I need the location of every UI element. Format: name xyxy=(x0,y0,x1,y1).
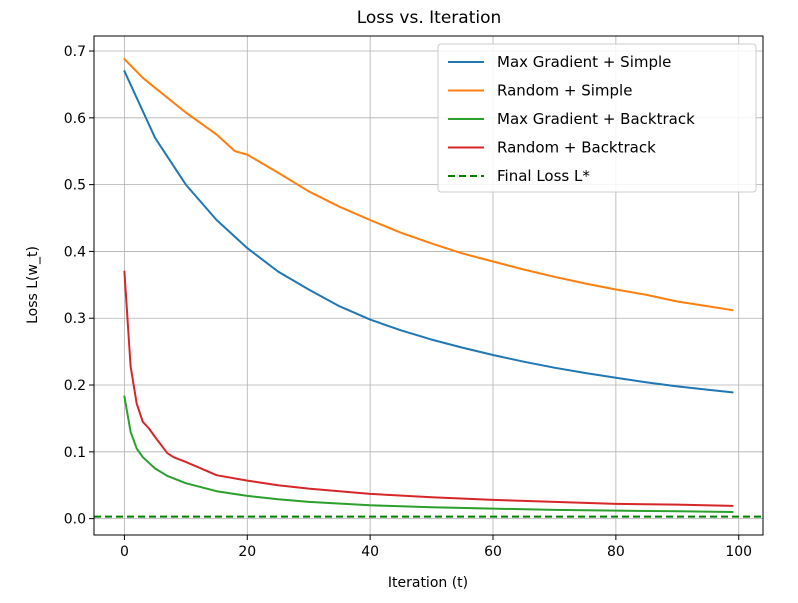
chart-title: Loss vs. Iteration xyxy=(357,8,502,28)
legend-label: Random + Simple xyxy=(497,82,632,100)
y-tick-label: 0.7 xyxy=(64,44,86,60)
y-tick-label: 0.0 xyxy=(64,512,86,528)
series-line-1 xyxy=(123,70,734,394)
y-axis: 0.0 0.1 0.2 0.3 0.4 0.5 0.6 0.7 xyxy=(64,44,94,528)
y-axis-label: Loss L(w_t) xyxy=(25,246,41,324)
y-tick-label: 0.1 xyxy=(64,445,86,461)
legend-label: Random + Backtrack xyxy=(497,139,656,157)
plot-frame xyxy=(93,35,764,536)
x-tick-label: 40 xyxy=(361,544,379,560)
series-line-2 xyxy=(123,58,734,312)
series-line-4 xyxy=(123,270,734,507)
x-tick-label: 80 xyxy=(607,544,625,560)
legend-label: Final Loss L* xyxy=(497,167,590,185)
x-tick-label: 100 xyxy=(725,544,752,560)
series-lines xyxy=(123,58,734,513)
x-axis: 0 20 40 60 80 100 xyxy=(120,535,752,560)
y-tick-label: 0.2 xyxy=(64,378,86,394)
x-axis-label: Iteration (t) xyxy=(388,575,468,591)
x-tick-label: 20 xyxy=(238,544,256,560)
y-tick-label: 0.6 xyxy=(64,111,86,127)
series-line-3 xyxy=(123,395,734,513)
x-tick-label: 60 xyxy=(484,544,502,560)
y-tick-label: 0.4 xyxy=(64,244,86,260)
legend-label: Max Gradient + Simple xyxy=(497,53,671,71)
y-tick-label: 0.3 xyxy=(64,311,86,327)
legend-box xyxy=(437,43,757,193)
x-tick-label: 0 xyxy=(120,544,129,560)
grid xyxy=(94,36,763,535)
legend-label: Max Gradient + Backtrack xyxy=(497,110,695,128)
y-tick-label: 0.5 xyxy=(64,178,86,194)
legend: Max Gradient + Simple Random + Simple Max … xyxy=(437,43,757,193)
